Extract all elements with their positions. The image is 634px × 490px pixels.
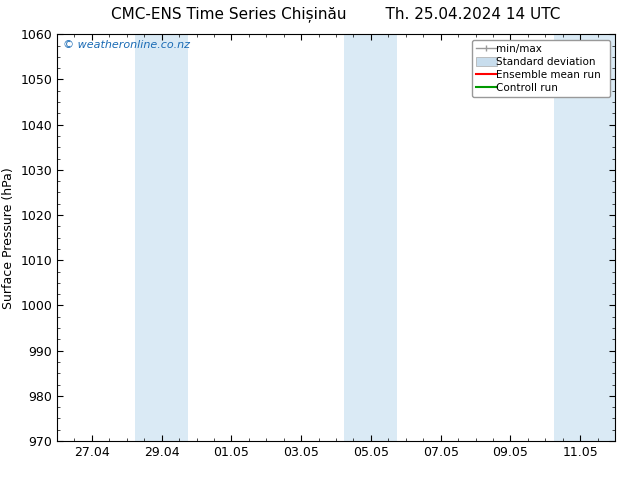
- Bar: [344, 34, 398, 441]
- Text: © weatheronline.co.nz: © weatheronline.co.nz: [63, 40, 190, 50]
- Text: CMC-ENS Time Series Chișinău        Th. 25.04.2024 14 UTC: CMC-ENS Time Series Chișinău Th. 25.04.2…: [112, 6, 560, 22]
- Y-axis label: Surface Pressure (hPa): Surface Pressure (hPa): [2, 167, 15, 309]
- Legend: min/max, Standard deviation, Ensemble mean run, Controll run: min/max, Standard deviation, Ensemble me…: [472, 40, 610, 97]
- Bar: [553, 34, 615, 441]
- Bar: [135, 34, 188, 441]
